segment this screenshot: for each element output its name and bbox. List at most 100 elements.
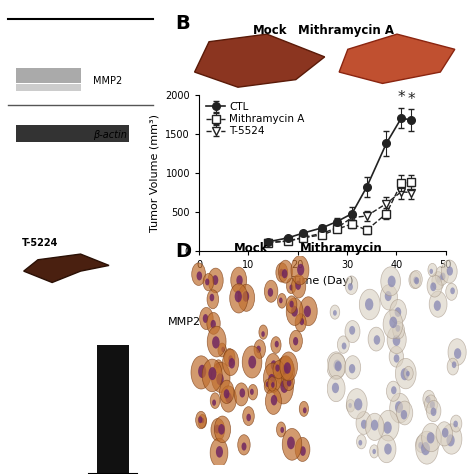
Circle shape (348, 403, 352, 408)
Circle shape (214, 425, 220, 434)
Circle shape (337, 336, 349, 353)
Circle shape (282, 367, 290, 380)
Circle shape (200, 308, 213, 329)
Circle shape (198, 416, 202, 423)
Text: MMP2: MMP2 (93, 76, 123, 86)
Circle shape (436, 422, 453, 446)
Circle shape (279, 269, 284, 276)
Circle shape (434, 301, 441, 311)
Y-axis label: Tumor Volume (mm³): Tumor Volume (mm³) (150, 114, 160, 232)
Circle shape (441, 424, 462, 454)
Circle shape (273, 361, 284, 379)
Circle shape (354, 398, 362, 410)
Text: Mock: Mock (234, 242, 268, 255)
Circle shape (239, 388, 245, 398)
Text: Mithramycin A: Mithramycin A (298, 24, 394, 36)
Circle shape (371, 419, 378, 430)
Circle shape (256, 346, 261, 353)
Polygon shape (16, 125, 129, 142)
Text: MMP2: MMP2 (168, 317, 201, 328)
Circle shape (207, 290, 219, 309)
Circle shape (335, 361, 342, 371)
Circle shape (356, 435, 366, 449)
Circle shape (218, 343, 227, 357)
Circle shape (290, 284, 293, 291)
Circle shape (278, 356, 293, 380)
Circle shape (425, 395, 438, 414)
Circle shape (427, 401, 441, 422)
Circle shape (378, 410, 399, 441)
Circle shape (404, 366, 413, 380)
Circle shape (401, 368, 409, 380)
Circle shape (228, 355, 233, 363)
Circle shape (196, 411, 206, 429)
Circle shape (409, 271, 421, 289)
Circle shape (385, 291, 392, 301)
Circle shape (276, 422, 286, 437)
Circle shape (264, 280, 278, 302)
Circle shape (295, 281, 301, 290)
Circle shape (447, 358, 459, 375)
Circle shape (273, 371, 293, 404)
Circle shape (246, 414, 251, 421)
Circle shape (440, 273, 446, 280)
Circle shape (416, 431, 438, 464)
Text: B: B (175, 14, 190, 33)
Circle shape (345, 356, 361, 379)
Circle shape (212, 275, 219, 285)
X-axis label: Time (Day): Time (Day) (292, 276, 353, 286)
Circle shape (282, 365, 288, 374)
Circle shape (447, 266, 453, 276)
Circle shape (265, 388, 282, 414)
Circle shape (268, 374, 275, 386)
Circle shape (212, 336, 219, 348)
Circle shape (395, 325, 400, 332)
Circle shape (391, 386, 397, 394)
Circle shape (390, 393, 410, 423)
Circle shape (209, 367, 217, 380)
Circle shape (397, 401, 413, 425)
Polygon shape (194, 34, 325, 87)
Legend: CTL, Mithramycin A, T-5524: CTL, Mithramycin A, T-5524 (204, 100, 307, 138)
Circle shape (295, 438, 310, 462)
Circle shape (327, 375, 345, 401)
Circle shape (201, 418, 204, 423)
Circle shape (383, 310, 403, 339)
Circle shape (214, 416, 231, 443)
Circle shape (220, 386, 237, 412)
Circle shape (250, 389, 254, 395)
Circle shape (283, 372, 294, 391)
Circle shape (452, 361, 456, 368)
Circle shape (386, 381, 400, 401)
Circle shape (437, 275, 441, 283)
Circle shape (238, 284, 255, 311)
Text: *: * (397, 90, 405, 105)
Circle shape (365, 298, 374, 310)
Text: Mock: Mock (253, 24, 287, 36)
Circle shape (406, 371, 410, 376)
Polygon shape (16, 68, 81, 83)
Circle shape (218, 424, 225, 435)
Circle shape (394, 307, 401, 317)
Circle shape (290, 330, 302, 351)
Circle shape (346, 389, 367, 419)
Circle shape (261, 331, 265, 337)
Circle shape (282, 269, 287, 278)
Circle shape (441, 260, 457, 283)
Circle shape (389, 346, 403, 367)
Circle shape (203, 273, 214, 291)
Circle shape (216, 363, 219, 368)
Circle shape (191, 356, 211, 389)
Circle shape (282, 428, 302, 460)
Circle shape (349, 364, 356, 374)
Circle shape (265, 354, 281, 378)
Circle shape (448, 339, 466, 365)
Circle shape (300, 446, 306, 456)
Circle shape (271, 382, 274, 388)
Circle shape (292, 275, 306, 298)
Circle shape (373, 449, 376, 454)
Circle shape (271, 360, 277, 370)
Circle shape (203, 314, 208, 323)
Circle shape (286, 296, 297, 313)
Circle shape (286, 298, 303, 326)
